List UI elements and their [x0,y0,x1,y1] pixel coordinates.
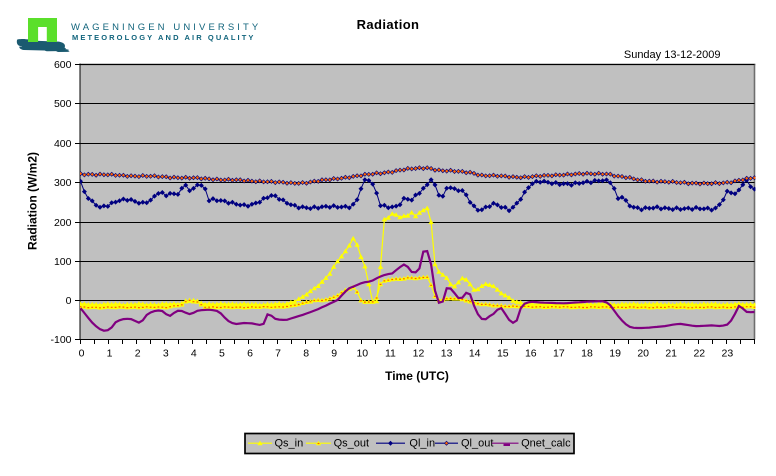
svg-text:5: 5 [219,348,225,360]
svg-text:Qnet_calc: Qnet_calc [521,438,571,450]
svg-text:Radiation (W/m2): Radiation (W/m2) [26,152,40,250]
svg-text:400: 400 [54,138,72,150]
svg-text:Qs_in: Qs_in [275,438,304,450]
svg-text:WAGENINGEN UNIVERSITY: WAGENINGEN UNIVERSITY [71,22,261,33]
svg-text:10: 10 [356,348,368,360]
svg-text:17: 17 [553,348,565,360]
svg-text:16: 16 [525,348,537,360]
svg-text:Radiation: Radiation [357,17,420,32]
svg-text:1: 1 [107,348,113,360]
svg-text:Qs_out: Qs_out [334,438,369,450]
svg-text:-100: -100 [50,334,71,346]
svg-text:200: 200 [54,217,72,229]
svg-text:4: 4 [191,348,197,360]
svg-text:9: 9 [331,348,337,360]
svg-text:500: 500 [54,98,72,110]
svg-text:Time (UTC): Time (UTC) [385,369,449,383]
svg-text:18: 18 [581,348,593,360]
svg-text:22: 22 [693,348,705,360]
svg-text:2: 2 [135,348,141,360]
svg-text:6: 6 [247,348,253,360]
svg-text:Ql_out: Ql_out [461,438,493,450]
svg-text:7: 7 [275,348,281,360]
svg-text:METEOROLOGY AND AIR QUALITY: METEOROLOGY AND AIR QUALITY [72,33,256,42]
svg-text:19: 19 [609,348,621,360]
svg-text:600: 600 [54,59,72,71]
svg-text:20: 20 [637,348,649,360]
svg-text:13: 13 [441,348,453,360]
svg-text:100: 100 [54,256,72,268]
svg-text:14: 14 [469,348,481,360]
svg-text:21: 21 [665,348,677,360]
svg-text:Ql_in: Ql_in [409,438,435,450]
svg-text:23: 23 [722,348,734,360]
svg-text:300: 300 [54,177,72,189]
svg-text:11: 11 [385,348,396,360]
svg-text:0: 0 [79,348,85,360]
svg-text:8: 8 [303,348,309,360]
svg-text:Sunday 13-12-2009: Sunday 13-12-2009 [624,49,721,61]
svg-text:15: 15 [497,348,509,360]
svg-text:3: 3 [163,348,169,360]
svg-text:0: 0 [66,295,72,307]
svg-text:12: 12 [413,348,425,360]
